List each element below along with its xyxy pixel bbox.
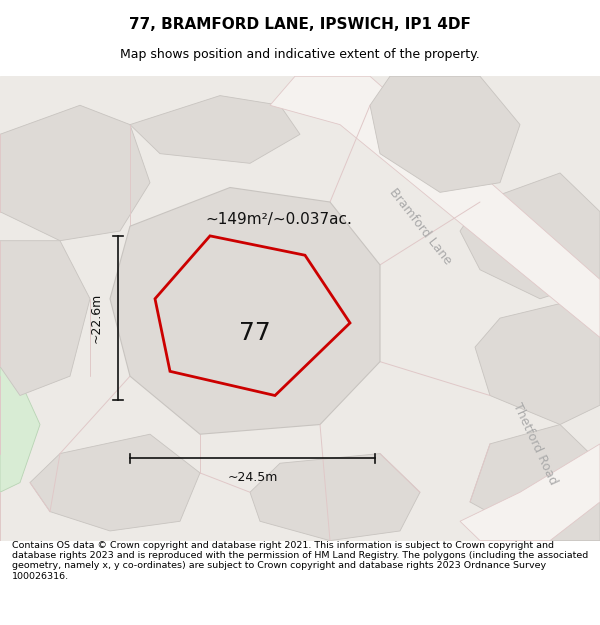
Polygon shape <box>30 434 200 531</box>
Text: ~22.6m: ~22.6m <box>89 293 103 343</box>
Polygon shape <box>110 188 380 434</box>
Polygon shape <box>155 236 350 396</box>
Polygon shape <box>250 454 420 541</box>
Polygon shape <box>0 105 150 241</box>
Polygon shape <box>130 96 300 163</box>
Text: Map shows position and indicative extent of the property.: Map shows position and indicative extent… <box>120 48 480 61</box>
Polygon shape <box>475 299 600 424</box>
Polygon shape <box>460 444 600 541</box>
Text: Thetford Road: Thetford Road <box>511 401 560 487</box>
Polygon shape <box>270 76 600 338</box>
Text: 77: 77 <box>239 321 271 344</box>
Polygon shape <box>470 424 600 541</box>
Polygon shape <box>370 76 520 192</box>
Polygon shape <box>0 241 90 396</box>
Text: ~149m²/~0.037ac.: ~149m²/~0.037ac. <box>205 212 352 227</box>
Text: 77, BRAMFORD LANE, IPSWICH, IP1 4DF: 77, BRAMFORD LANE, IPSWICH, IP1 4DF <box>129 17 471 32</box>
Text: Contains OS data © Crown copyright and database right 2021. This information is : Contains OS data © Crown copyright and d… <box>12 541 588 581</box>
Polygon shape <box>460 173 600 299</box>
Text: Bramford Lane: Bramford Lane <box>386 186 454 267</box>
Polygon shape <box>0 76 600 541</box>
Text: ~24.5m: ~24.5m <box>227 471 278 484</box>
Polygon shape <box>0 366 40 493</box>
